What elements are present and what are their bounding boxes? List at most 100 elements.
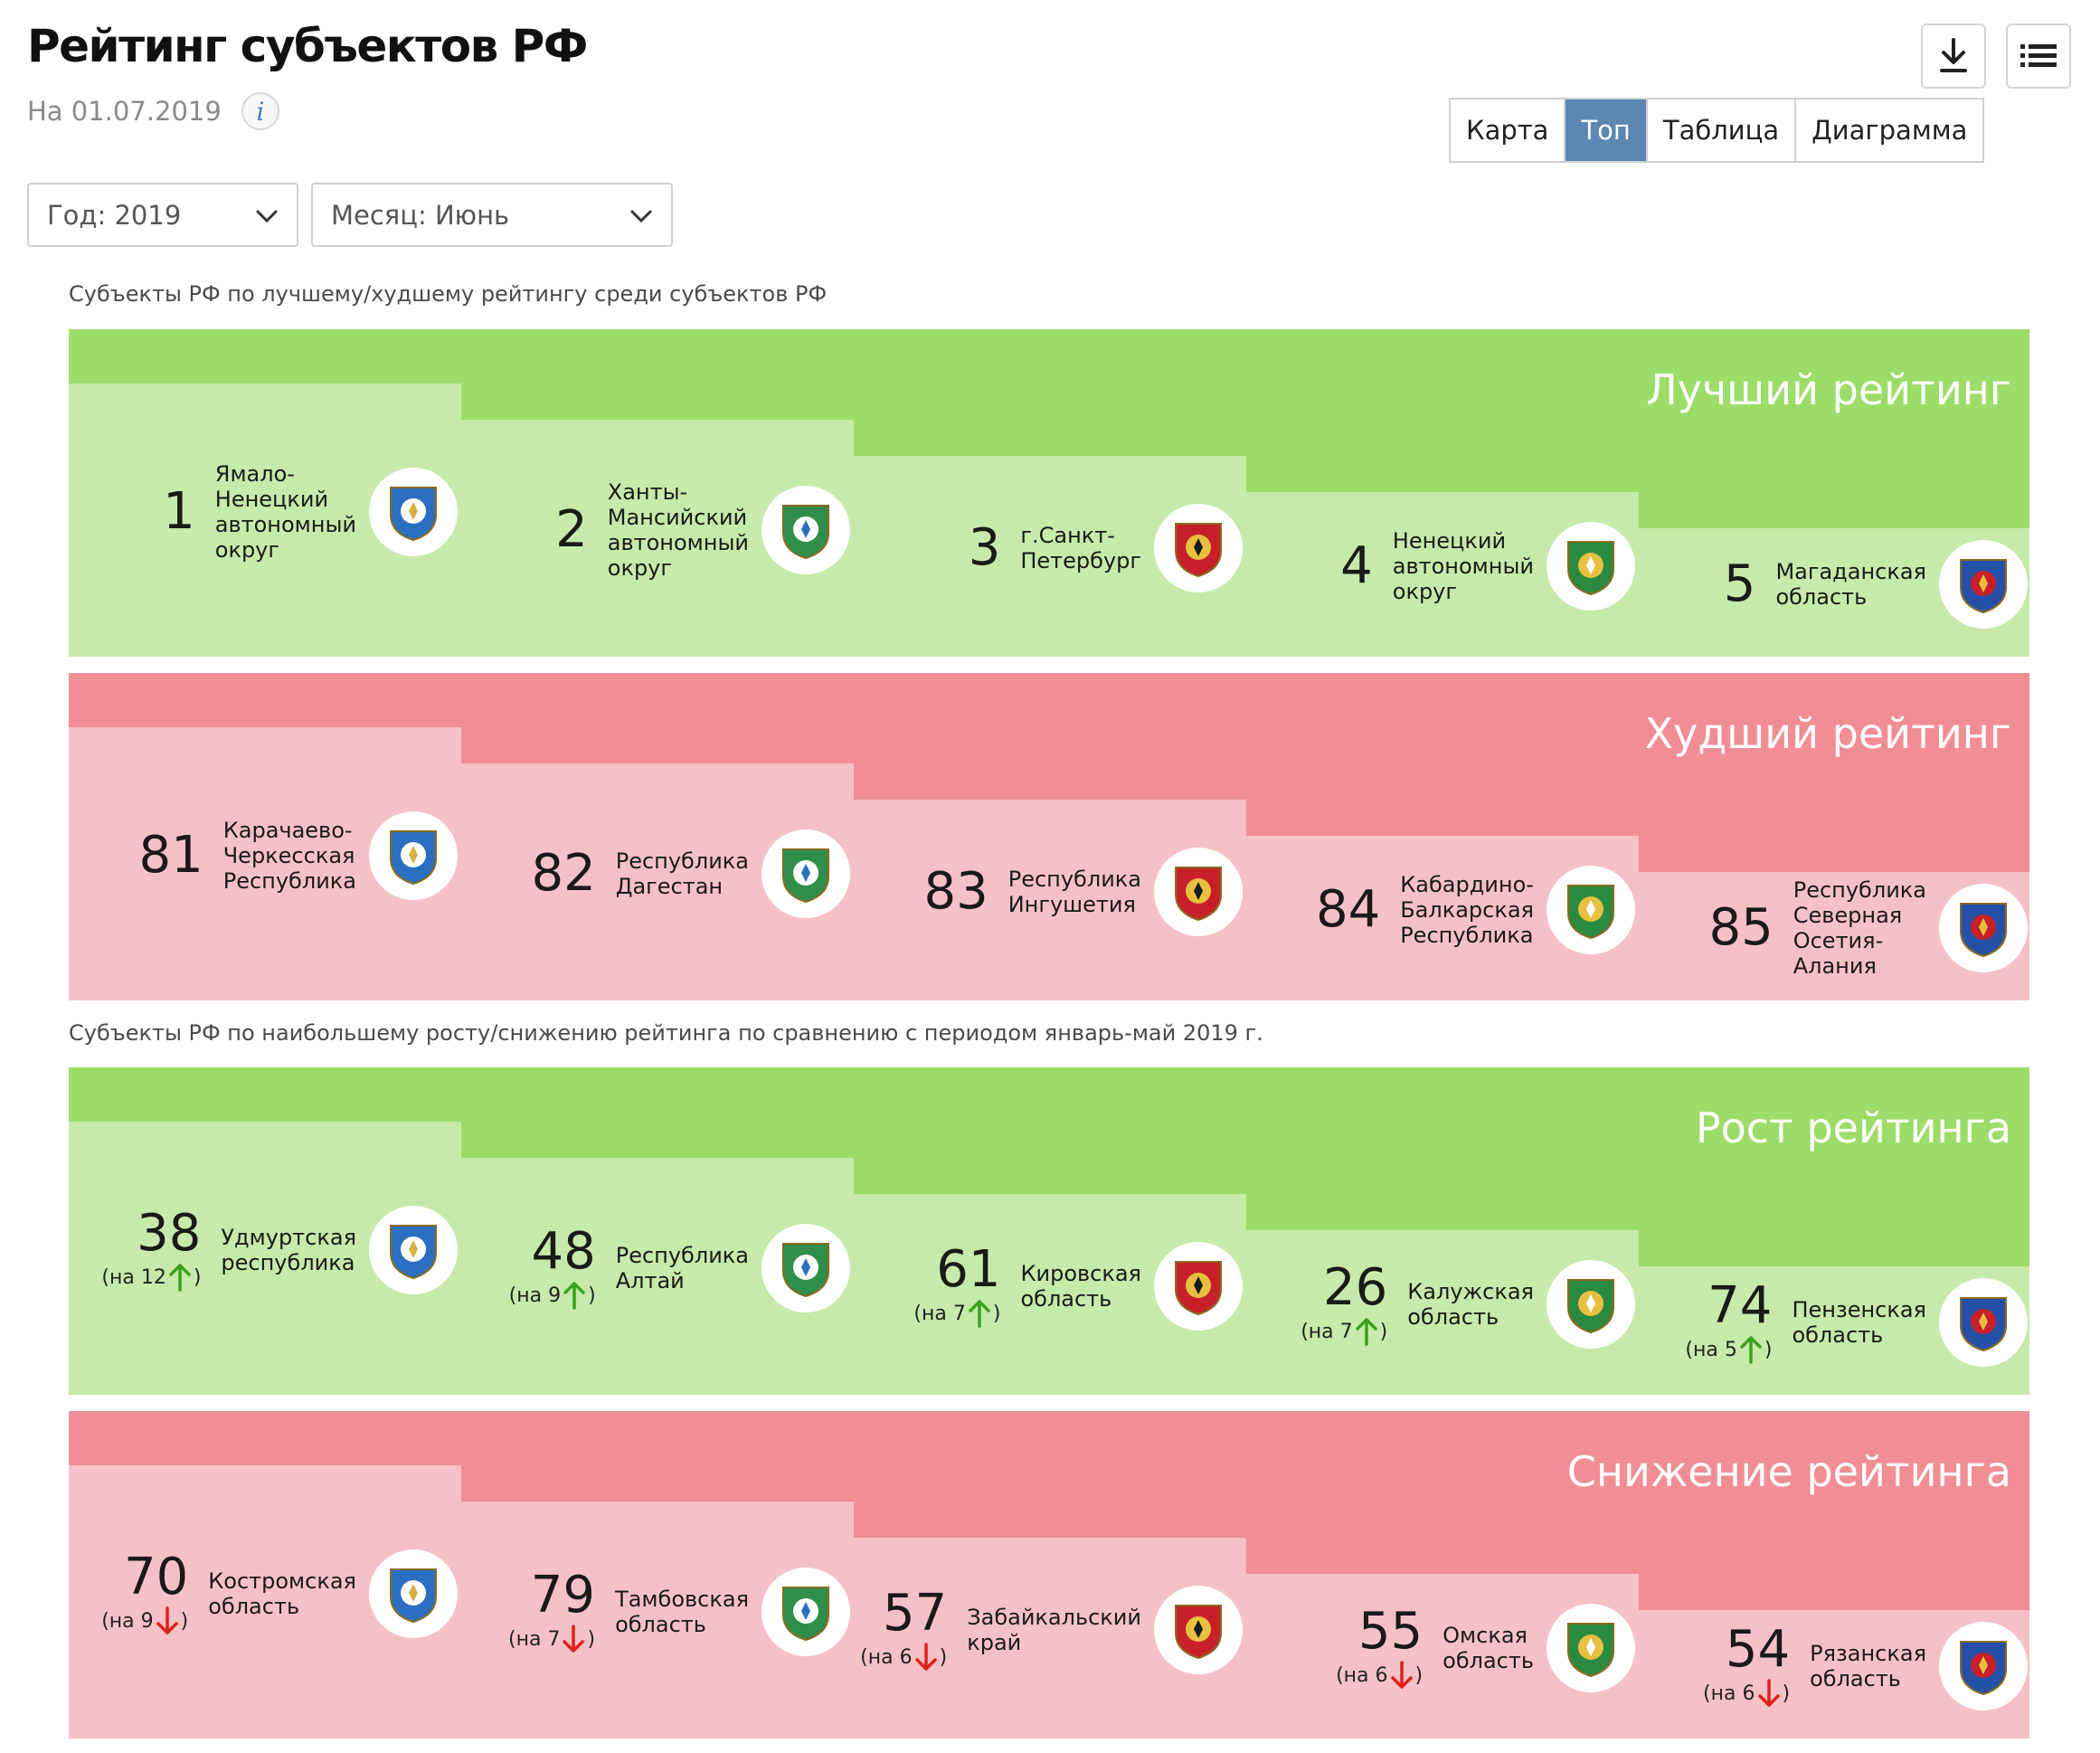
region-card[interactable]: 4 Ненецкий автономный округ (1246, 512, 1637, 621)
tab-map[interactable]: Карта (1451, 99, 1566, 161)
region-card[interactable]: 5 Магаданская область (1639, 530, 2029, 639)
region-name: Ханты- Мансийский автономный округ (608, 479, 749, 581)
region-name-line: округ (1392, 579, 1457, 604)
region-card[interactable]: 57 (на 6) Забайкальский край (854, 1576, 1244, 1684)
region-card[interactable]: 85 Республика Северная Осетия- Алания (1639, 874, 2029, 982)
rank-number: 38 (137, 1204, 202, 1263)
penza-emblem-icon[interactable] (1939, 1278, 2028, 1367)
kaluga-emblem-icon[interactable] (1547, 1260, 1635, 1349)
rank-change-text: (на 7 (1301, 1320, 1353, 1343)
ingushetia-emblem-icon[interactable] (1154, 848, 1243, 936)
region-name: Забайкальский край (967, 1605, 1141, 1655)
region-name-line: Северная (1793, 903, 1903, 928)
region-name-line: Черкесская (222, 843, 355, 868)
north-ossetia-emblem-icon (1960, 903, 2007, 958)
region-card[interactable]: 79 (на 7) Тамбовская область (461, 1558, 852, 1666)
region-card[interactable]: 55 (на 6) Омская область (1246, 1594, 1637, 1702)
region-name-line: Балкарская (1400, 897, 1534, 923)
rank-block: 84 (1316, 885, 1380, 935)
zabaikalsky-emblem-icon[interactable] (1154, 1586, 1243, 1674)
kirov-emblem-icon[interactable] (1154, 1242, 1243, 1331)
panel-title: Худший рейтинг (1644, 709, 2011, 758)
altai-emblem-icon[interactable] (761, 1224, 850, 1312)
altai-emblem-icon (782, 1243, 829, 1298)
khmao-emblem-icon[interactable] (761, 486, 850, 574)
north-ossetia-emblem-icon[interactable] (1939, 884, 2028, 972)
rank-change: (на 12) (101, 1263, 201, 1292)
download-button[interactable] (1921, 24, 1986, 89)
region-name-line: Удмуртская (221, 1225, 356, 1250)
region-name-line: Республика (615, 848, 749, 874)
region-name-line: Республика (1793, 877, 1926, 903)
rank-change: (на 6) (860, 1643, 947, 1672)
region-name: Республика Дагестан (616, 848, 749, 899)
magadan-emblem-icon (1960, 559, 2007, 614)
omsk-emblem-icon[interactable] (1547, 1604, 1635, 1692)
month-select-value: Месяц: Июнь (331, 199, 510, 231)
rank-number: 55 (1357, 1602, 1424, 1661)
rank-change: (на 9) (101, 1606, 188, 1635)
rank-change-close: ) (1414, 1663, 1424, 1687)
year-select[interactable]: Год: 2019 (27, 183, 298, 247)
panel-title: Снижение рейтинга (1566, 1447, 2011, 1496)
region-card[interactable]: 2 Ханты- Мансийский автономный округ (461, 476, 852, 584)
info-icon[interactable]: i (241, 92, 279, 130)
rank-change: (на 7) (508, 1625, 595, 1654)
rank-change-close: ) (992, 1302, 1001, 1325)
month-select[interactable]: Месяц: Июнь (311, 183, 673, 247)
region-card[interactable]: 61 (на 7) Кировская область (854, 1232, 1244, 1341)
ryazan-emblem-icon[interactable] (1939, 1622, 2028, 1710)
udmurtia-emblem-icon[interactable] (369, 1206, 458, 1294)
region-card[interactable]: 1 Ямало- Ненецкий автономный округ (69, 458, 459, 566)
kostroma-emblem-icon[interactable] (369, 1549, 458, 1638)
rank-change: (на 5) (1685, 1335, 1772, 1364)
arrow-down-icon (563, 1625, 585, 1653)
magadan-emblem-icon[interactable] (1939, 540, 2028, 629)
region-name-line: Забайкальский (967, 1605, 1141, 1630)
tab-chart[interactable]: Диаграмма (1811, 115, 1968, 146)
region-name-line: область (1775, 584, 1868, 610)
menu-button[interactable] (2006, 24, 2071, 89)
tab-top[interactable]: Топ (1566, 99, 1648, 161)
region-name-line: Дагестан (615, 874, 724, 899)
region-name-line: Кировская (1020, 1261, 1141, 1286)
region-name: Костромская область (208, 1568, 356, 1619)
region-name: Кировская область (1020, 1261, 1141, 1312)
region-card[interactable]: 82 Республика Дагестан (461, 820, 852, 928)
arrow-up-icon (1740, 1336, 1762, 1364)
kchr-emblem-icon[interactable] (369, 811, 458, 900)
region-card[interactable]: 84 Кабардино- Балкарская Республика (1246, 856, 1637, 964)
region-name-line: республика (221, 1250, 355, 1275)
tambov-emblem-icon[interactable] (761, 1568, 850, 1656)
spb-emblem-icon[interactable] (1154, 504, 1243, 592)
region-card[interactable]: 83 Республика Ингушетия (854, 838, 1244, 946)
year-select-value: Год: 2019 (47, 199, 182, 231)
region-name-line: Ямало- (214, 461, 295, 487)
region-card[interactable]: 3 г.Санкт- Петербург (854, 494, 1244, 602)
region-card[interactable]: 74 (на 5) Пензенская область (1639, 1268, 2029, 1377)
arrow-down-icon (1757, 1679, 1780, 1707)
dagestan-emblem-icon[interactable] (761, 829, 850, 918)
nao-emblem-icon[interactable] (1547, 522, 1635, 611)
rank-block: 3 (969, 523, 1001, 573)
rating-decline-panel: Снижение рейтинга 70 (на 9) Костромская обл… (69, 1411, 2029, 1739)
region-card[interactable]: 38 (на 12) Удмуртская республика (69, 1196, 459, 1304)
region-card[interactable]: 70 (на 9) Костромская область (69, 1540, 459, 1648)
kaluga-emblem-icon (1567, 1279, 1614, 1334)
yamal-emblem-icon[interactable] (369, 468, 458, 556)
region-card[interactable]: 81 Карачаево- Черкесская Республика (69, 801, 459, 910)
rank-change-close: ) (939, 1645, 948, 1669)
kbr-emblem-icon[interactable] (1547, 866, 1635, 954)
region-card[interactable]: 26 (на 7) Калужская область (1246, 1250, 1637, 1359)
rank-number: 85 (1708, 898, 1774, 957)
penza-emblem-icon (1960, 1297, 2007, 1352)
tab-table[interactable]: Таблица (1648, 99, 1797, 161)
region-card[interactable]: 48 (на 9) Республика Алтай (461, 1214, 852, 1322)
region-name: Ненецкий автономный округ (1393, 528, 1534, 604)
region-name: Пензенская область (1792, 1297, 1926, 1348)
region-card[interactable]: 54 (на 6) Рязанская область (1639, 1612, 2029, 1720)
rank-change-text: (на 6 (1336, 1663, 1388, 1687)
kbr-emblem-icon (1567, 885, 1614, 940)
region-name-line: область (1810, 1666, 1901, 1691)
panel-step (69, 1411, 463, 1465)
